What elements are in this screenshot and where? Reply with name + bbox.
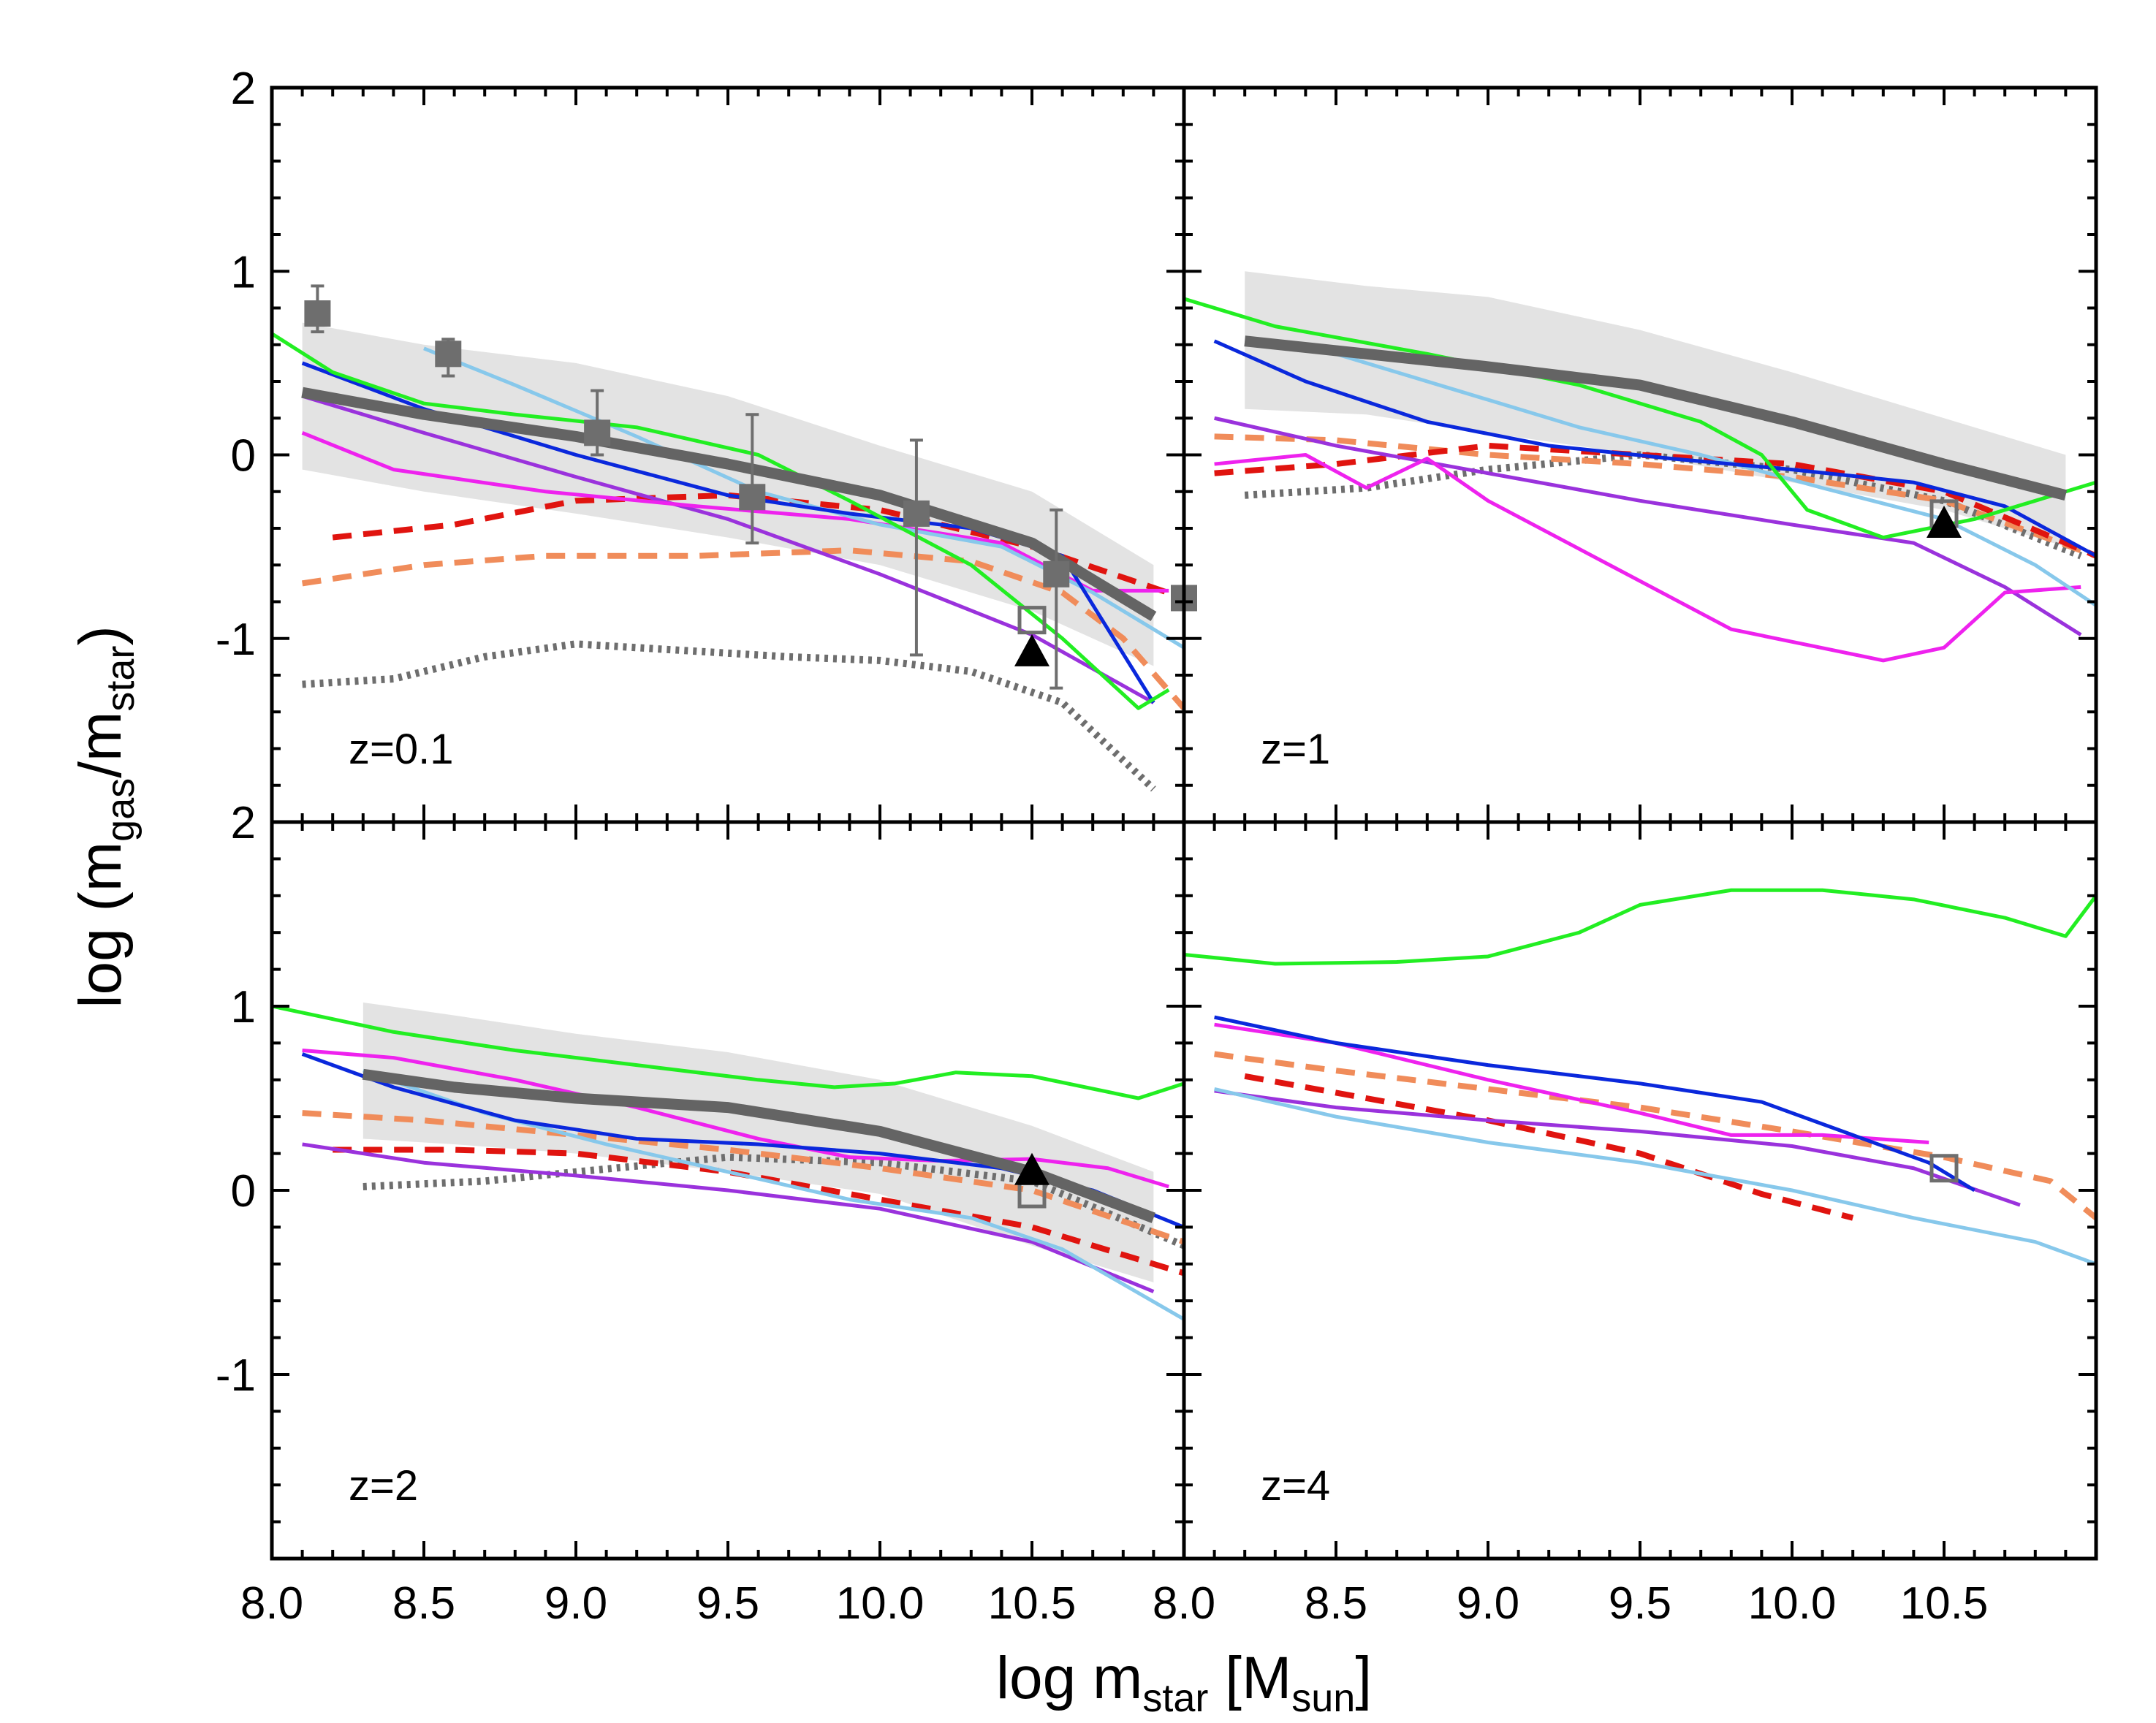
series-line-green	[272, 332, 1170, 710]
y-tick-label: -1	[216, 615, 256, 665]
series-line-purple	[1214, 1089, 2021, 1207]
panel-label: z=1	[1261, 726, 1330, 773]
x-tick-label: 10.5	[988, 1578, 1077, 1629]
marker-triangle-filled	[1014, 1152, 1049, 1185]
panel-2: z=1	[1182, 85, 2098, 824]
series-line-gray-dotted	[302, 640, 1156, 792]
plot-area	[272, 322, 1184, 792]
x-tick-label: 10.5	[1900, 1578, 1989, 1629]
x-tick-label: 10.0	[1748, 1578, 1837, 1629]
series-line-purple	[1214, 416, 2082, 636]
series-line-lightblue	[1335, 351, 2096, 607]
panel-label: z=4	[1261, 1462, 1330, 1510]
series-line-orange-dashed	[1214, 1051, 2096, 1220]
data-points	[1927, 499, 1962, 538]
x-tick-label: 9.5	[1609, 1578, 1671, 1629]
marker-square-filled	[1043, 560, 1070, 587]
y-tick-label: 1	[231, 982, 256, 1032]
x-tick-label: 8.0	[240, 1578, 303, 1629]
x-tick-label: 9.0	[544, 1578, 607, 1629]
series-line-median	[1244, 335, 2068, 501]
y-tick-label: 0	[231, 1166, 256, 1217]
marker-square-open	[1017, 606, 1047, 635]
panels-layer: 2 1 0 -1 z=0.1 z=1 8.0 8.5 9.0 9.5 10.0 10.5 2 1 0 -1 z=…	[216, 64, 2098, 1629]
series-line-green	[1184, 888, 2096, 966]
marker-square-filled	[435, 341, 462, 368]
x-tick-label: 9.5	[696, 1578, 759, 1629]
marker-square-filled	[304, 300, 331, 327]
y-tick-label: 2	[231, 64, 256, 114]
y-tick-label: 1	[231, 247, 256, 297]
x-tick-label: 9.0	[1457, 1578, 1519, 1629]
marker-triangle-filled	[1927, 505, 1962, 538]
marker-square-filled	[584, 419, 611, 446]
series-line-magenta	[1214, 453, 2081, 663]
marker-square-filled	[739, 484, 766, 511]
panel-label: z=2	[349, 1462, 418, 1510]
y-axis-title: log (mgas/mstar)	[67, 625, 143, 1008]
x-tick-label: 8.0	[1153, 1578, 1215, 1629]
panel-3: 8.0 8.5 9.0 9.5 10.0 10.5 2 1 0 -1 z=2	[216, 798, 1186, 1629]
y-tick-label: -1	[216, 1350, 256, 1401]
series-line-red-dashed	[1244, 1073, 1854, 1221]
marker-square-filled	[903, 500, 930, 527]
y-tick-label: 2	[231, 798, 256, 848]
data-points	[1929, 1154, 1959, 1183]
series-line-blue	[1214, 1015, 1975, 1193]
series-line-lightblue	[1214, 1087, 2096, 1266]
data-points	[1014, 1152, 1049, 1209]
marker-triangle-filled	[1014, 634, 1049, 666]
marker-square-open	[1929, 1154, 1959, 1183]
series-line-green	[1184, 297, 2096, 540]
panel-4: 8.0 8.5 9.0 9.5 10.0 10.5 z=4	[1153, 820, 2098, 1629]
x-tick-label: 8.5	[1305, 1578, 1367, 1629]
x-tick-label: 10.0	[836, 1578, 925, 1629]
panel-frame	[1182, 820, 2098, 1561]
plot-area	[272, 1002, 1184, 1321]
series-line-purple	[302, 1142, 1155, 1293]
ticks	[1183, 821, 2098, 1560]
series-line-green	[272, 1004, 1184, 1100]
panel-1: 2 1 0 -1 z=0.1	[216, 64, 1197, 824]
series-line-median	[301, 387, 1157, 622]
x-axis-title: log mstar [Msun]	[996, 1645, 1372, 1720]
data-points	[304, 284, 1197, 690]
y-tick-label: 0	[231, 431, 256, 482]
panel-label: z=0.1	[349, 726, 454, 773]
plot-area	[1184, 271, 2096, 663]
x-tick-label: 8.5	[392, 1578, 455, 1629]
plot-area	[1184, 888, 2096, 1266]
series-line-blue	[1213, 339, 2096, 558]
series-line-orange-dashed	[302, 547, 1184, 710]
